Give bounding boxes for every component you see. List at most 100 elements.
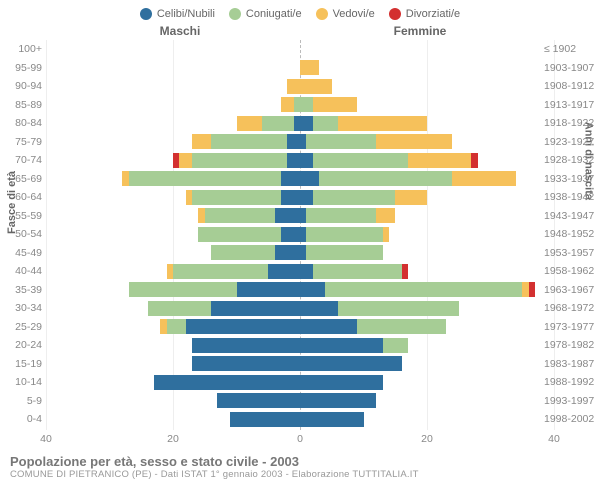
pyramid-row: 100+≤ 1902 (46, 40, 554, 59)
segment-cel (192, 356, 300, 371)
x-tick: 40 (40, 433, 52, 445)
segment-cel (300, 338, 383, 353)
age-label: 30-34 (0, 302, 42, 314)
segment-cel (154, 375, 300, 390)
pyramid-row: 5-91993-1997 (46, 392, 554, 411)
female-bar (300, 282, 554, 297)
legend-swatch (316, 8, 328, 20)
segment-cel (300, 356, 402, 371)
segment-con (383, 338, 408, 353)
female-bar (300, 338, 554, 353)
age-label: 20-24 (0, 339, 42, 351)
segment-con (313, 116, 338, 131)
female-bar (300, 190, 554, 205)
pyramid-row: 55-591943-1947 (46, 207, 554, 226)
age-label: 95-99 (0, 62, 42, 74)
segment-div (402, 264, 408, 279)
male-bar (46, 412, 300, 427)
x-tick: 20 (421, 433, 433, 445)
segment-con (198, 227, 281, 242)
segment-ved (179, 153, 192, 168)
segment-cel (300, 153, 313, 168)
male-bar (46, 264, 300, 279)
female-bar (300, 301, 554, 316)
segment-ved (300, 60, 319, 75)
female-bar (300, 319, 554, 334)
segment-cel (287, 134, 300, 149)
x-tick: 40 (548, 433, 560, 445)
female-bar (300, 264, 554, 279)
age-label: 75-79 (0, 136, 42, 148)
segment-con (211, 134, 287, 149)
segment-con (313, 153, 408, 168)
segment-ved (395, 190, 427, 205)
x-tick: 0 (297, 433, 303, 445)
segment-con (129, 171, 281, 186)
legend-swatch (140, 8, 152, 20)
pyramid-row: 35-391963-1967 (46, 281, 554, 300)
male-bar (46, 282, 300, 297)
pyramid-row: 90-941908-1912 (46, 77, 554, 96)
age-label: 90-94 (0, 80, 42, 92)
pyramid-row: 25-291973-1977 (46, 318, 554, 337)
segment-ved (376, 134, 452, 149)
segment-con (306, 227, 382, 242)
legend-item: Vedovi/e (316, 8, 375, 20)
female-bar (300, 153, 554, 168)
pyramid-row: 40-441958-1962 (46, 262, 554, 281)
male-bar (46, 171, 300, 186)
pyramid-row: 60-641938-1942 (46, 188, 554, 207)
segment-cel (192, 338, 300, 353)
male-bar (46, 134, 300, 149)
pyramid-row: 15-191983-1987 (46, 355, 554, 374)
segment-cel (281, 171, 300, 186)
female-bar (300, 134, 554, 149)
segment-cel (300, 282, 325, 297)
segment-cel (300, 171, 319, 186)
male-bar (46, 60, 300, 75)
legend-label: Celibi/Nubili (157, 8, 215, 20)
segment-con (205, 208, 275, 223)
female-bar (300, 245, 554, 260)
female-bar (300, 208, 554, 223)
male-bar (46, 116, 300, 131)
legend-swatch (389, 8, 401, 20)
segment-cel (300, 412, 364, 427)
age-label: 70-74 (0, 154, 42, 166)
pyramid-row: 65-691933-1937 (46, 170, 554, 189)
population-pyramid-chart: Fasce di età Anni di nascita Celibi/Nubi… (0, 0, 600, 500)
segment-ved (338, 116, 427, 131)
segment-con (192, 153, 287, 168)
age-label: 10-14 (0, 376, 42, 388)
segment-ved (313, 97, 357, 112)
pyramid-row: 45-491953-1957 (46, 244, 554, 263)
segment-con (167, 319, 186, 334)
segment-con (313, 190, 396, 205)
male-bar (46, 375, 300, 390)
legend-label: Divorziati/e (406, 8, 460, 20)
male-bar (46, 153, 300, 168)
pyramid-row: 75-791923-1927 (46, 133, 554, 152)
legend-item: Divorziati/e (389, 8, 460, 20)
male-bar (46, 79, 300, 94)
segment-con (306, 134, 376, 149)
segment-con (338, 301, 459, 316)
age-label: 25-29 (0, 321, 42, 333)
female-bar (300, 393, 554, 408)
segment-ved (408, 153, 472, 168)
segment-cel (230, 412, 300, 427)
legend-label: Vedovi/e (333, 8, 375, 20)
segment-con (173, 264, 268, 279)
male-bar (46, 42, 300, 57)
gender-headers: Maschi Femmine (0, 24, 600, 38)
segment-ved (376, 208, 395, 223)
female-bar (300, 356, 554, 371)
segment-con (211, 245, 275, 260)
segment-con (262, 116, 294, 131)
plot-area: 100+≤ 190295-991903-190790-941908-191285… (46, 40, 554, 430)
chart-title: Popolazione per età, sesso e stato civil… (10, 454, 590, 469)
pyramid-row: 85-891913-1917 (46, 96, 554, 115)
segment-div (471, 153, 477, 168)
legend: Celibi/NubiliConiugati/eVedovi/eDivorzia… (0, 0, 600, 24)
age-label: 55-59 (0, 210, 42, 222)
